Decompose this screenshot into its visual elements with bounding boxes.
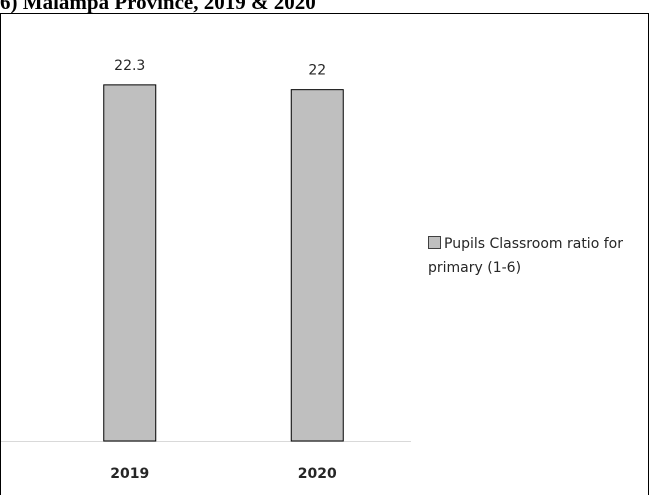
value-label-2020: 22 [308, 63, 326, 79]
value-label-2019: 22.3 [114, 58, 145, 74]
bars-group: 22.3 2019 22 2020 [103, 58, 344, 482]
legend-swatch [428, 236, 441, 249]
legend: Pupils Classroom ratio for primary (1-6) [428, 232, 643, 280]
page-title: 6) Malampa Province, 2019 & 2020 [0, 0, 316, 14]
chart-frame [0, 13, 649, 495]
x-tick-label-2019: 2019 [110, 466, 149, 482]
legend-label: Pupils Classroom ratio for primary (1-6) [428, 236, 623, 276]
bar-2019 [103, 84, 157, 442]
x-tick-label-2020: 2020 [298, 466, 337, 482]
bar-2020 [290, 89, 344, 442]
